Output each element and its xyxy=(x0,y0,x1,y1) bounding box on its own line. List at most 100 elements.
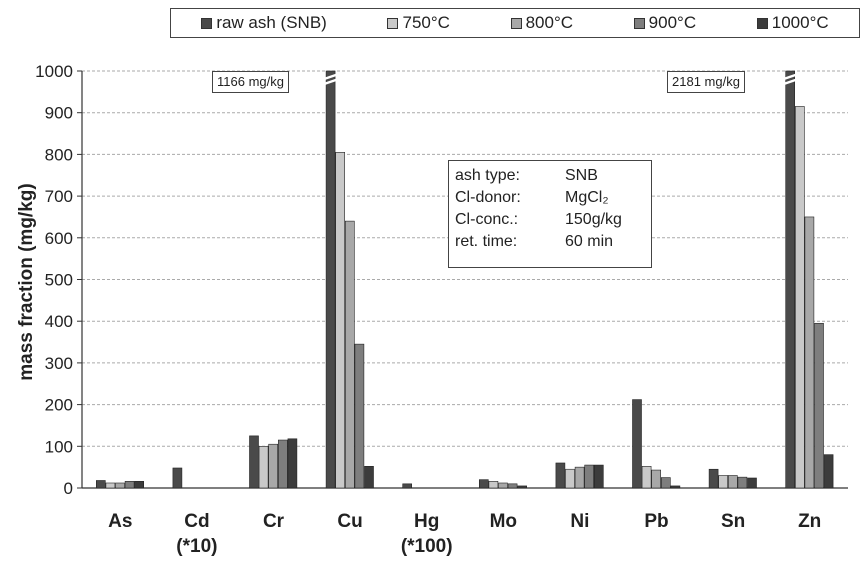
axis-break xyxy=(323,72,340,81)
bar xyxy=(574,466,585,489)
bar xyxy=(507,483,518,489)
y-tick-label: 600 xyxy=(45,229,73,248)
bar xyxy=(134,481,144,489)
y-tick-label: 100 xyxy=(45,437,73,456)
x-tick-label: Cr xyxy=(263,511,285,532)
x-tick-label: Ni xyxy=(570,511,589,532)
legend-item: 750°C xyxy=(387,13,450,33)
info-value: MgCl₂ xyxy=(565,189,609,206)
bar xyxy=(584,464,595,489)
bar xyxy=(344,220,355,489)
legend-label: 750°C xyxy=(402,13,450,32)
bar xyxy=(287,438,298,489)
bar xyxy=(249,435,259,489)
bar xyxy=(172,467,183,489)
legend-item: raw ash (SNB) xyxy=(201,13,327,33)
bar xyxy=(708,468,719,489)
bar xyxy=(555,462,566,489)
x-tick-label: (*10) xyxy=(176,536,217,557)
bar xyxy=(258,445,269,489)
info-label: ash type: xyxy=(455,167,520,184)
legend-item: 800°C xyxy=(510,13,574,33)
bar xyxy=(124,481,135,489)
info-value: 150g/kg xyxy=(565,211,622,228)
axis-break xyxy=(783,77,799,86)
x-tick-label: Zn xyxy=(798,511,821,532)
y-tick-label: 700 xyxy=(45,187,73,206)
bar xyxy=(488,481,499,489)
bar xyxy=(785,70,796,489)
y-tick-label: 0 xyxy=(64,479,73,498)
x-tick-label: Cd xyxy=(184,511,209,532)
info-label: Cl-conc.: xyxy=(455,211,519,228)
info-row: ash type: SNB xyxy=(455,165,645,187)
bar xyxy=(814,322,824,489)
bar xyxy=(804,216,815,489)
y-tick-label: 400 xyxy=(45,312,73,331)
legend-swatch xyxy=(756,17,768,29)
legend-item: 900°C xyxy=(633,13,697,33)
bar xyxy=(641,466,652,489)
bar xyxy=(660,477,671,489)
x-tick-label: Pb xyxy=(644,511,668,532)
bar xyxy=(747,477,757,489)
legend-item: 1000°C xyxy=(756,13,829,33)
bar xyxy=(632,399,642,489)
bar xyxy=(354,343,365,489)
bar xyxy=(325,70,336,489)
bar xyxy=(727,475,738,489)
legend-swatch xyxy=(510,17,522,29)
x-tick-label: Sn xyxy=(721,511,745,532)
x-tick-label: Mo xyxy=(490,511,517,532)
y-tick-label: 500 xyxy=(45,271,73,290)
legend-label: 1000°C xyxy=(771,13,829,32)
zn-value-callout: 2181 mg/kg xyxy=(667,71,745,93)
legend-label: 800°C xyxy=(525,13,574,32)
bar xyxy=(498,482,508,489)
info-row: ret. time: 60 min xyxy=(455,231,645,253)
bar xyxy=(335,152,346,489)
bar xyxy=(565,468,575,489)
x-tick-label: Hg xyxy=(414,511,439,532)
info-label: Cl-donor: xyxy=(455,189,521,206)
bar xyxy=(794,106,805,489)
bar xyxy=(364,466,374,489)
legend-label: raw ash (SNB) xyxy=(216,13,327,32)
bar xyxy=(670,485,681,489)
x-tick-label: As xyxy=(108,511,132,532)
bar xyxy=(96,480,106,489)
bar xyxy=(651,469,662,489)
bar xyxy=(478,479,489,489)
info-row: Cl-donor: MgCl₂ xyxy=(455,187,645,209)
bar xyxy=(517,485,528,489)
axis-break xyxy=(323,77,340,86)
y-tick-label: 800 xyxy=(45,145,73,164)
info-label: ret. time: xyxy=(455,233,518,250)
bar xyxy=(277,439,288,489)
experiment-info-box: ash type: SNB Cl-donor: MgCl₂ Cl-conc.: … xyxy=(448,160,652,268)
y-tick-label: 200 xyxy=(45,396,73,415)
info-row: Cl-conc.: 150g/kg xyxy=(455,209,645,231)
legend-label: 900°C xyxy=(648,13,697,32)
x-tick-label: Cu xyxy=(337,511,362,532)
bar xyxy=(115,482,125,489)
axis-break xyxy=(783,72,799,81)
legend-swatch xyxy=(201,17,213,29)
x-tick-label: (*100) xyxy=(401,536,453,557)
bar xyxy=(402,483,413,489)
bar xyxy=(105,482,116,489)
info-value: SNB xyxy=(565,167,598,184)
y-tick-label: 900 xyxy=(45,104,73,123)
y-tick-label: 300 xyxy=(45,354,73,373)
bar xyxy=(823,454,834,489)
bar xyxy=(737,476,748,489)
bar xyxy=(593,464,604,489)
chart-legend: raw ash (SNB) 750°C 800°C 900°C 1000°C xyxy=(170,8,860,38)
legend-swatch xyxy=(387,17,399,29)
cu-value-callout: 1166 mg/kg xyxy=(212,71,289,93)
legend-swatch xyxy=(633,17,645,29)
info-value: 60 min xyxy=(565,233,614,250)
bar xyxy=(268,443,279,489)
y-axis-label: mass fraction (mg/kg) xyxy=(16,183,37,381)
